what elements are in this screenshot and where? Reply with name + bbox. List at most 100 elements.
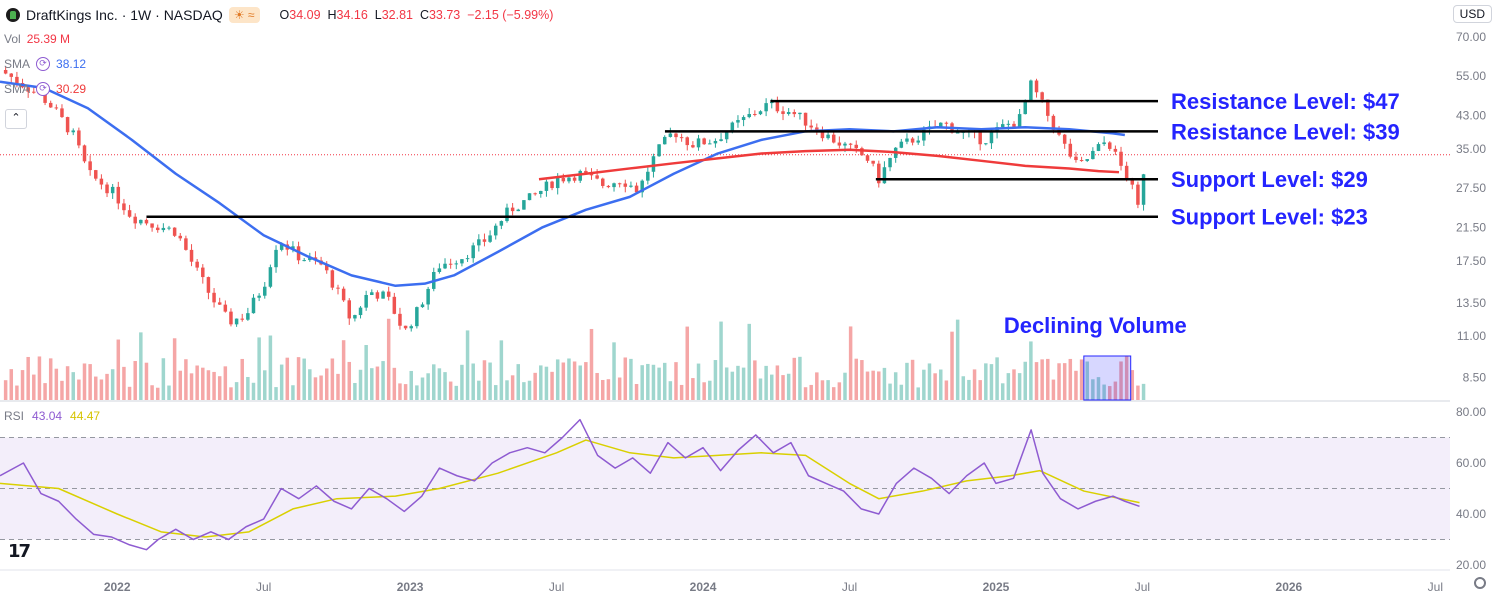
volume-bar xyxy=(617,377,622,400)
tradingview-logo-icon[interactable]: 17 xyxy=(8,541,31,562)
volume-bar xyxy=(20,370,25,400)
volume-bar xyxy=(1102,384,1106,400)
candle-body xyxy=(634,185,639,193)
volume-bar xyxy=(967,379,971,400)
candle-body xyxy=(82,145,87,162)
volume-bar xyxy=(268,335,273,400)
volume-bar xyxy=(251,382,256,400)
volume-bar xyxy=(110,369,115,400)
volume-bar xyxy=(285,357,290,400)
volume-bar xyxy=(555,359,560,400)
sma50-legend[interactable]: SMA ⟳ 38.12 xyxy=(4,57,87,71)
candle-body xyxy=(370,292,374,296)
volume-bar xyxy=(184,359,188,400)
price-tick-label: 13.50 xyxy=(1456,296,1486,310)
candle-body xyxy=(223,304,228,312)
candle-body xyxy=(1102,142,1106,145)
volume-bar xyxy=(122,366,126,400)
candle-body xyxy=(719,139,723,141)
time-tick-label: Jul xyxy=(256,580,271,594)
volume-bar xyxy=(899,384,904,400)
volume-bar xyxy=(302,358,306,400)
candle-body xyxy=(826,134,830,139)
candle-body xyxy=(989,132,994,144)
volume-bar xyxy=(370,368,374,400)
candle-body xyxy=(1141,174,1146,205)
candle-body xyxy=(646,171,650,181)
candle-body xyxy=(184,238,188,250)
candle-body xyxy=(471,245,475,259)
candle-body xyxy=(116,186,121,204)
candle-body xyxy=(499,221,504,226)
refresh-icon[interactable]: ⟳ xyxy=(36,57,51,71)
time-tick-label: 2023 xyxy=(397,580,424,594)
candle-body xyxy=(99,178,104,185)
candle-body xyxy=(263,286,267,296)
volume-bar xyxy=(741,367,746,400)
volume-bar xyxy=(99,379,104,400)
candle-body xyxy=(533,193,537,195)
sma200-legend[interactable]: SMA ⟳ 30.29 xyxy=(4,82,87,96)
candle-body xyxy=(268,267,273,287)
candle-body xyxy=(1051,115,1056,130)
candle-body xyxy=(347,300,352,319)
level-lines: Resistance Level: $47 Resistance Level: $… xyxy=(146,89,1400,230)
volume-bar xyxy=(961,376,966,400)
candle-body xyxy=(1000,124,1005,128)
volume-bar xyxy=(1057,363,1061,400)
market-status-icon[interactable]: ☀ ≈ xyxy=(228,7,260,23)
volume-bar xyxy=(386,318,391,400)
volume-bar xyxy=(398,383,402,400)
rsi-legend: RSI 43.04 44.47 xyxy=(4,409,101,423)
volume-bar xyxy=(1074,370,1078,400)
volume-bar xyxy=(1136,385,1140,400)
candle-body xyxy=(133,216,137,224)
currency-selector[interactable]: USD xyxy=(1452,5,1492,23)
price-axis-bg xyxy=(1450,0,1500,594)
candle-body xyxy=(341,288,346,301)
candle-body xyxy=(888,157,892,168)
candle-body xyxy=(161,227,166,231)
level-label: Resistance Level: $47 xyxy=(1171,89,1400,114)
volume-bar xyxy=(719,321,723,400)
volume-bar xyxy=(933,373,937,400)
candle-body xyxy=(567,177,571,182)
candle-body xyxy=(640,180,644,193)
candle-body xyxy=(60,108,64,118)
volume-bar xyxy=(623,357,628,400)
rsi-tick-label: 60.00 xyxy=(1456,456,1486,470)
rsi-pane xyxy=(0,418,1450,551)
volume-bar xyxy=(116,339,121,400)
volume-bar xyxy=(612,342,616,400)
collapse-legend-button[interactable]: ⌃ xyxy=(5,109,27,129)
candle-body xyxy=(662,136,667,145)
rsi-tick-label: 40.00 xyxy=(1456,507,1486,521)
volume-bar xyxy=(668,381,673,400)
volume-bar xyxy=(246,376,250,400)
volume-bar xyxy=(550,371,554,400)
volume-bar xyxy=(724,367,729,400)
symbol-title[interactable]: DraftKings Inc. · 1W · NASDAQ xyxy=(26,7,223,23)
candle-body xyxy=(617,183,622,185)
candle-body xyxy=(65,117,70,133)
volume-bar xyxy=(826,380,830,400)
candle-body xyxy=(595,175,599,179)
volume-bar xyxy=(1040,359,1044,400)
candle-body xyxy=(1029,80,1033,101)
candle-body xyxy=(848,143,853,145)
candle-body xyxy=(764,103,768,112)
refresh-icon[interactable]: ⟳ xyxy=(36,82,51,96)
candle-body xyxy=(798,112,802,115)
volume-bar xyxy=(77,379,81,400)
volume-bar xyxy=(702,382,706,400)
volume-bar xyxy=(381,361,385,400)
rsi-tick-label: 20.00 xyxy=(1456,558,1486,572)
volume-bar xyxy=(871,370,875,400)
volume-bar xyxy=(803,387,808,400)
volume-bar xyxy=(848,326,853,400)
candle-body xyxy=(1091,150,1095,160)
gear-icon[interactable] xyxy=(1474,577,1486,589)
candle-body xyxy=(493,225,498,236)
candle-body xyxy=(522,200,526,210)
